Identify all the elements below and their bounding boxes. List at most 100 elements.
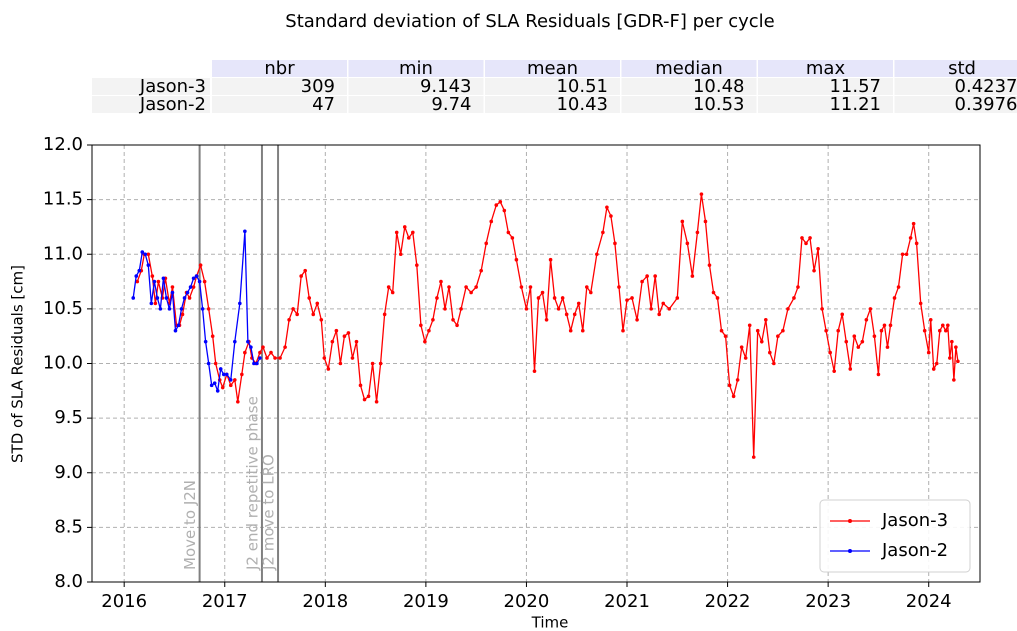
table-header-cell [758, 60, 893, 77]
data-point [173, 328, 178, 333]
event-label: J2 move to LRO [260, 454, 278, 571]
data-point [443, 307, 447, 311]
data-point [374, 399, 379, 404]
data-point [419, 323, 423, 328]
data-point [695, 230, 700, 235]
data-point [707, 263, 712, 267]
table-value: 10.43 [556, 94, 608, 115]
data-point [249, 345, 253, 349]
data-point [307, 296, 312, 300]
data-point [763, 318, 768, 322]
data-point [354, 339, 359, 344]
event-label: Move to J2N [181, 480, 199, 570]
data-point [928, 318, 933, 322]
data-point [786, 307, 790, 311]
data-point [510, 236, 515, 240]
data-point [685, 241, 690, 246]
data-point [796, 285, 800, 289]
data-point [690, 274, 695, 278]
data-point [287, 318, 291, 322]
data-point [792, 296, 796, 300]
data-point [876, 372, 881, 377]
data-point [358, 383, 363, 388]
legend-box [819, 499, 971, 573]
data-point [180, 312, 185, 317]
data-point [494, 203, 499, 207]
y-tick-label: 9.0 [54, 462, 83, 483]
data-point [236, 399, 240, 404]
data-point [464, 285, 468, 289]
data-point [362, 397, 367, 402]
data-point [134, 274, 139, 278]
y-tick-label: 11.5 [43, 189, 83, 210]
data-point [840, 312, 845, 317]
data-point [699, 192, 704, 196]
data-point [255, 361, 259, 366]
data-point [182, 296, 187, 300]
table-cell [348, 78, 484, 95]
data-point [150, 274, 155, 278]
data-point [233, 339, 237, 344]
data-point [206, 361, 211, 366]
data-point [158, 307, 163, 311]
data-point [258, 356, 262, 360]
data-point [828, 350, 832, 355]
table-cell [485, 96, 620, 113]
data-point [447, 285, 451, 289]
table-value: 9.143 [420, 76, 472, 97]
data-point [455, 323, 459, 328]
x-tick-label: 2020 [504, 591, 550, 612]
data-point [479, 268, 483, 273]
data-point [489, 219, 494, 224]
data-point [931, 367, 936, 371]
data-point [137, 268, 142, 273]
data-point [265, 356, 269, 360]
x-tick-label: 2021 [604, 591, 650, 612]
data-point [303, 268, 308, 273]
data-point [203, 339, 208, 344]
data-point [326, 367, 331, 371]
table-header-cell [894, 60, 1017, 77]
data-point [934, 361, 939, 366]
data-point [228, 378, 233, 382]
data-point [576, 301, 581, 306]
legend-marker [848, 519, 852, 523]
table-row-label-cell [92, 78, 210, 95]
data-point [474, 285, 478, 289]
table-cell [348, 96, 484, 113]
data-point [711, 290, 716, 295]
data-point [170, 290, 175, 295]
data-point [625, 298, 629, 302]
data-point [176, 323, 181, 328]
data-point [514, 257, 519, 262]
data-point [202, 279, 207, 284]
data-point [484, 241, 489, 246]
data-point [885, 345, 890, 349]
table-header-cell [621, 60, 757, 77]
data-point [635, 318, 639, 322]
table-header: std [948, 58, 976, 79]
data-point [584, 285, 589, 289]
event-label: J2 end repetitive phase [243, 396, 261, 571]
data-point [390, 290, 395, 295]
data-point [768, 350, 772, 355]
data-point [852, 334, 857, 338]
data-point [215, 389, 220, 393]
data-point [888, 323, 893, 328]
x-tick-label: 2019 [403, 591, 449, 612]
data-point [621, 328, 625, 333]
data-point [283, 345, 287, 349]
series-line [132, 231, 261, 394]
data-point [146, 252, 151, 257]
data-point [218, 367, 223, 371]
data-point [319, 318, 324, 322]
data-point [914, 241, 919, 246]
table-header-cell [485, 60, 620, 77]
data-point [200, 307, 205, 311]
data-point [864, 318, 869, 322]
y-tick-label: 8.0 [54, 571, 83, 592]
data-point [206, 307, 211, 311]
plot-frame [91, 144, 981, 583]
data-point [680, 219, 685, 224]
data-point [556, 307, 561, 311]
